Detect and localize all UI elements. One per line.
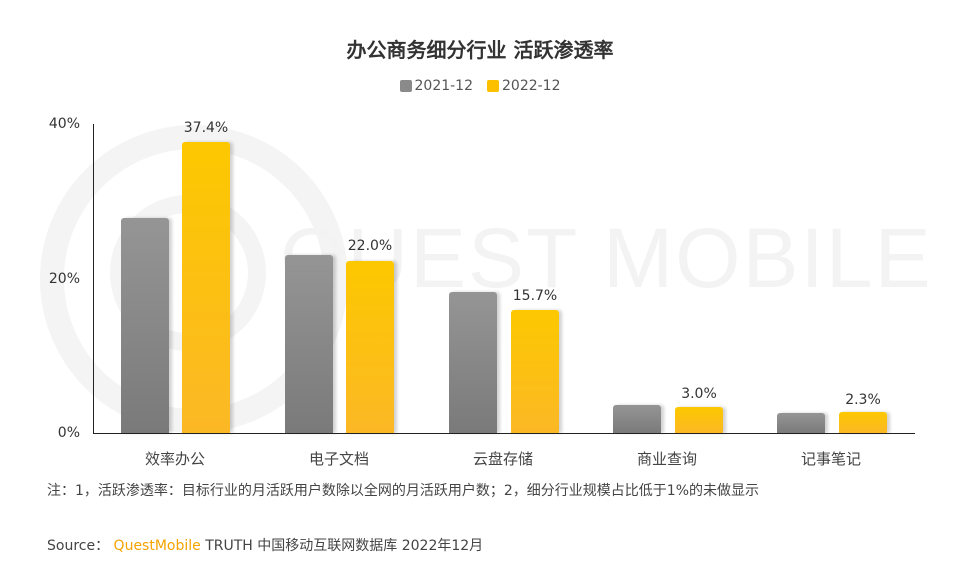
bar-2022-efficiency [182,142,230,433]
legend-swatch-yellow [487,80,499,92]
bar-2021-notes [777,413,825,433]
legend-label: 2022-12 [502,78,561,94]
value-label: 37.4% [183,120,229,136]
value-label: 2.3% [845,392,881,408]
bar-2022-edoc [346,261,394,433]
y-axis [93,124,94,434]
legend-label: 2021-12 [414,78,474,94]
y-tick: 0% [57,425,80,441]
y-tick: 40% [48,116,80,132]
brand-name: QuestMobile [113,538,201,554]
x-label: 电子文档 [308,450,369,468]
bar-2022-cloud [511,310,559,433]
bar-2021-cloud [449,292,497,433]
source-prefix: Source： [47,538,110,554]
x-label: 云盘存储 [472,450,533,468]
x-axis [93,433,915,434]
value-label: 3.0% [681,386,717,402]
bar-2021-efficiency [121,218,169,433]
legend: 2021-12 2022-12 [0,78,960,94]
bar-2021-edoc [285,255,333,433]
x-label: 记事笔记 [800,450,861,468]
x-label: 效率办公 [144,450,205,468]
footnote: 注：1，活跃渗透率：目标行业的月活跃用户数除以全网的月活跃用户数；2，细分行业规… [47,483,760,499]
bar-2022-notes [839,412,887,433]
value-label: 15.7% [512,288,558,304]
legend-swatch-gray [399,80,412,92]
value-label: 22.0% [347,238,393,254]
source-line: Source： QuestMobile TRUTH 中国移动互联网数据库 202… [47,535,483,555]
legend-item-2022: 2022-12 [487,78,561,94]
x-label: 商业查询 [636,450,697,468]
legend-item-2021: 2021-12 [399,78,474,94]
y-tick: 20% [48,271,80,287]
bar-2022-business [675,407,723,433]
chart-title: 办公商务细分行业 活跃渗透率 [346,38,614,62]
plot-area: 37.4% 22.0% 15.7% 3.0% 2.3% [93,120,915,433]
bar-2021-business [613,405,661,433]
source-text: TRUTH 中国移动互联网数据库 2022年12月 [205,538,484,554]
